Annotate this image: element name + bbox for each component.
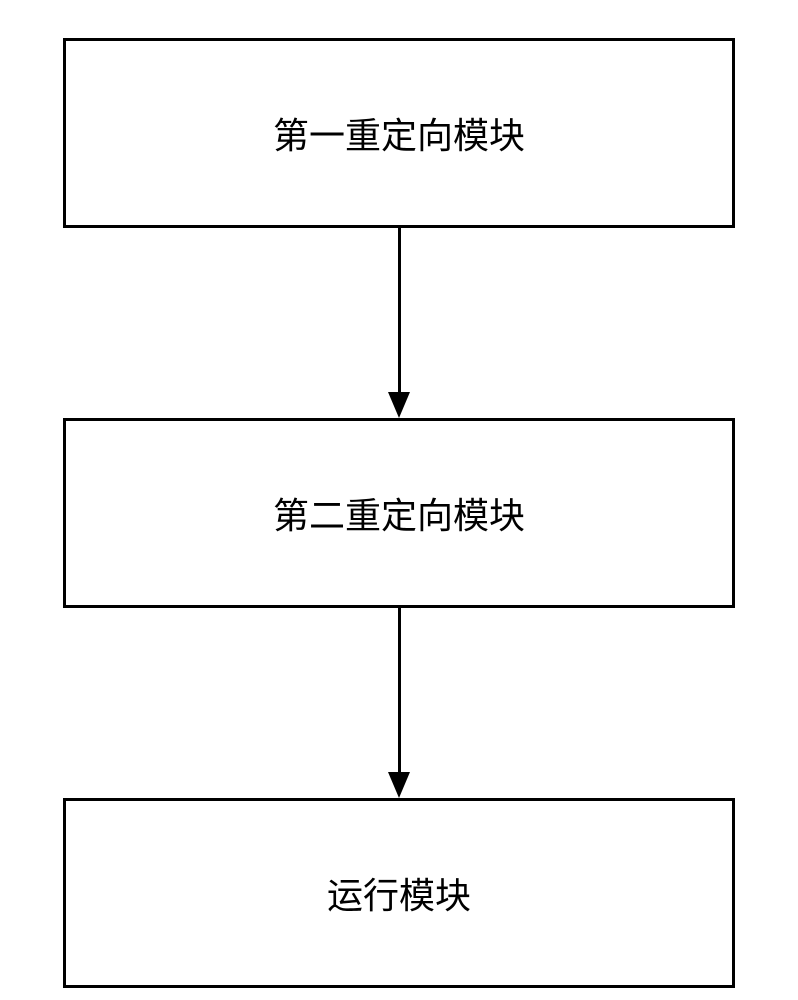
module-label-1: 第一重定向模块 — [273, 107, 525, 159]
module-box-3: 运行模块 — [63, 798, 735, 988]
arrow-2-line — [398, 608, 401, 772]
module-box-2: 第二重定向模块 — [63, 418, 735, 608]
arrow-2-head — [388, 772, 410, 798]
arrow-1-line — [398, 228, 401, 392]
module-box-1: 第一重定向模块 — [63, 38, 735, 228]
arrow-1-head — [388, 392, 410, 418]
module-label-2: 第二重定向模块 — [273, 487, 525, 539]
diagram-canvas: 第一重定向模块 第二重定向模块 运行模块 — [0, 0, 798, 1000]
module-label-3: 运行模块 — [327, 867, 471, 919]
